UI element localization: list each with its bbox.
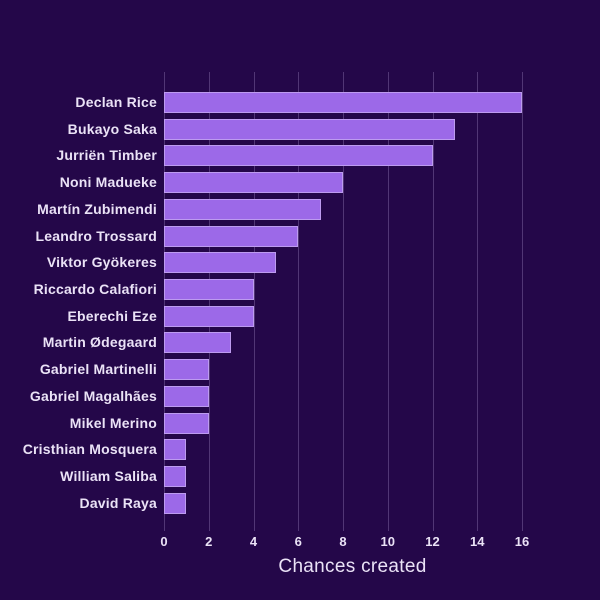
x-tick-label: 0 (160, 534, 168, 549)
category-label: Leandro Trossard (35, 227, 157, 244)
x-tick-label: 8 (339, 534, 347, 549)
bar-bukayo-saka (164, 118, 455, 140)
bar-gabriel-martinelli (164, 359, 209, 381)
category-label: Martin Ødegaard (42, 334, 157, 351)
category-label: Eberechi Eze (67, 307, 157, 324)
category-label: Martín Zubimendi (37, 200, 157, 217)
x-tick-label: 2 (205, 534, 213, 549)
gridline-x-4 (253, 72, 255, 531)
x-tick-label: 4 (249, 534, 258, 549)
bar-noni-madueke (164, 172, 343, 194)
category-label: William Saliba (60, 468, 157, 485)
bar-eberechi-eze (164, 305, 254, 327)
gridline-x-0 (164, 72, 165, 531)
category-label: Gabriel Magalhães (29, 387, 157, 404)
bar-cristhian-mosquera (164, 439, 187, 461)
category-label: David Raya (79, 494, 157, 511)
category-label: Viktor Gyökeres (46, 254, 157, 271)
gridline-x-10 (387, 72, 389, 531)
bar-martin-degaard (164, 332, 232, 354)
category-label: Noni Madueke (59, 174, 157, 191)
x-tick-label: 16 (514, 534, 530, 549)
gridline-x-8 (343, 72, 344, 531)
bar-jurri-n-timber (164, 145, 433, 167)
gridline-x-2 (208, 72, 210, 531)
x-tick-label: 10 (380, 534, 395, 549)
category-label: Declan Rice (75, 94, 157, 110)
x-axis-label: Chances created (278, 556, 427, 577)
x-tick-label: 6 (294, 534, 302, 549)
category-label: Gabriel Martinelli (39, 361, 157, 378)
x-tick-label: 14 (470, 534, 485, 549)
gridline-x-16 (522, 72, 523, 531)
bar-viktor-gy-keres (164, 252, 276, 274)
gridline-x-12 (432, 72, 434, 531)
category-label: Bukayo Saka (67, 120, 157, 137)
bar-riccardo-calafiori (164, 279, 254, 301)
bar-gabriel-magalh-es (164, 385, 209, 407)
gridline-x-14 (477, 72, 479, 531)
bar-mart-n-zubimendi (164, 198, 321, 220)
bar-mikel-merino (164, 412, 209, 434)
gridline-x-6 (298, 72, 300, 531)
bar-william-saliba (164, 466, 187, 488)
bar-leandro-trossard (164, 225, 299, 247)
bar-david-raya (164, 492, 187, 514)
category-label: Mikel Merino (69, 414, 157, 431)
category-label: Riccardo Calafiori (33, 281, 157, 298)
category-label: Cristhian Mosquera (22, 441, 157, 458)
x-tick-label: 12 (425, 534, 440, 549)
bar-declan-rice (164, 92, 522, 113)
category-label: Jurriën Timber (56, 147, 157, 164)
